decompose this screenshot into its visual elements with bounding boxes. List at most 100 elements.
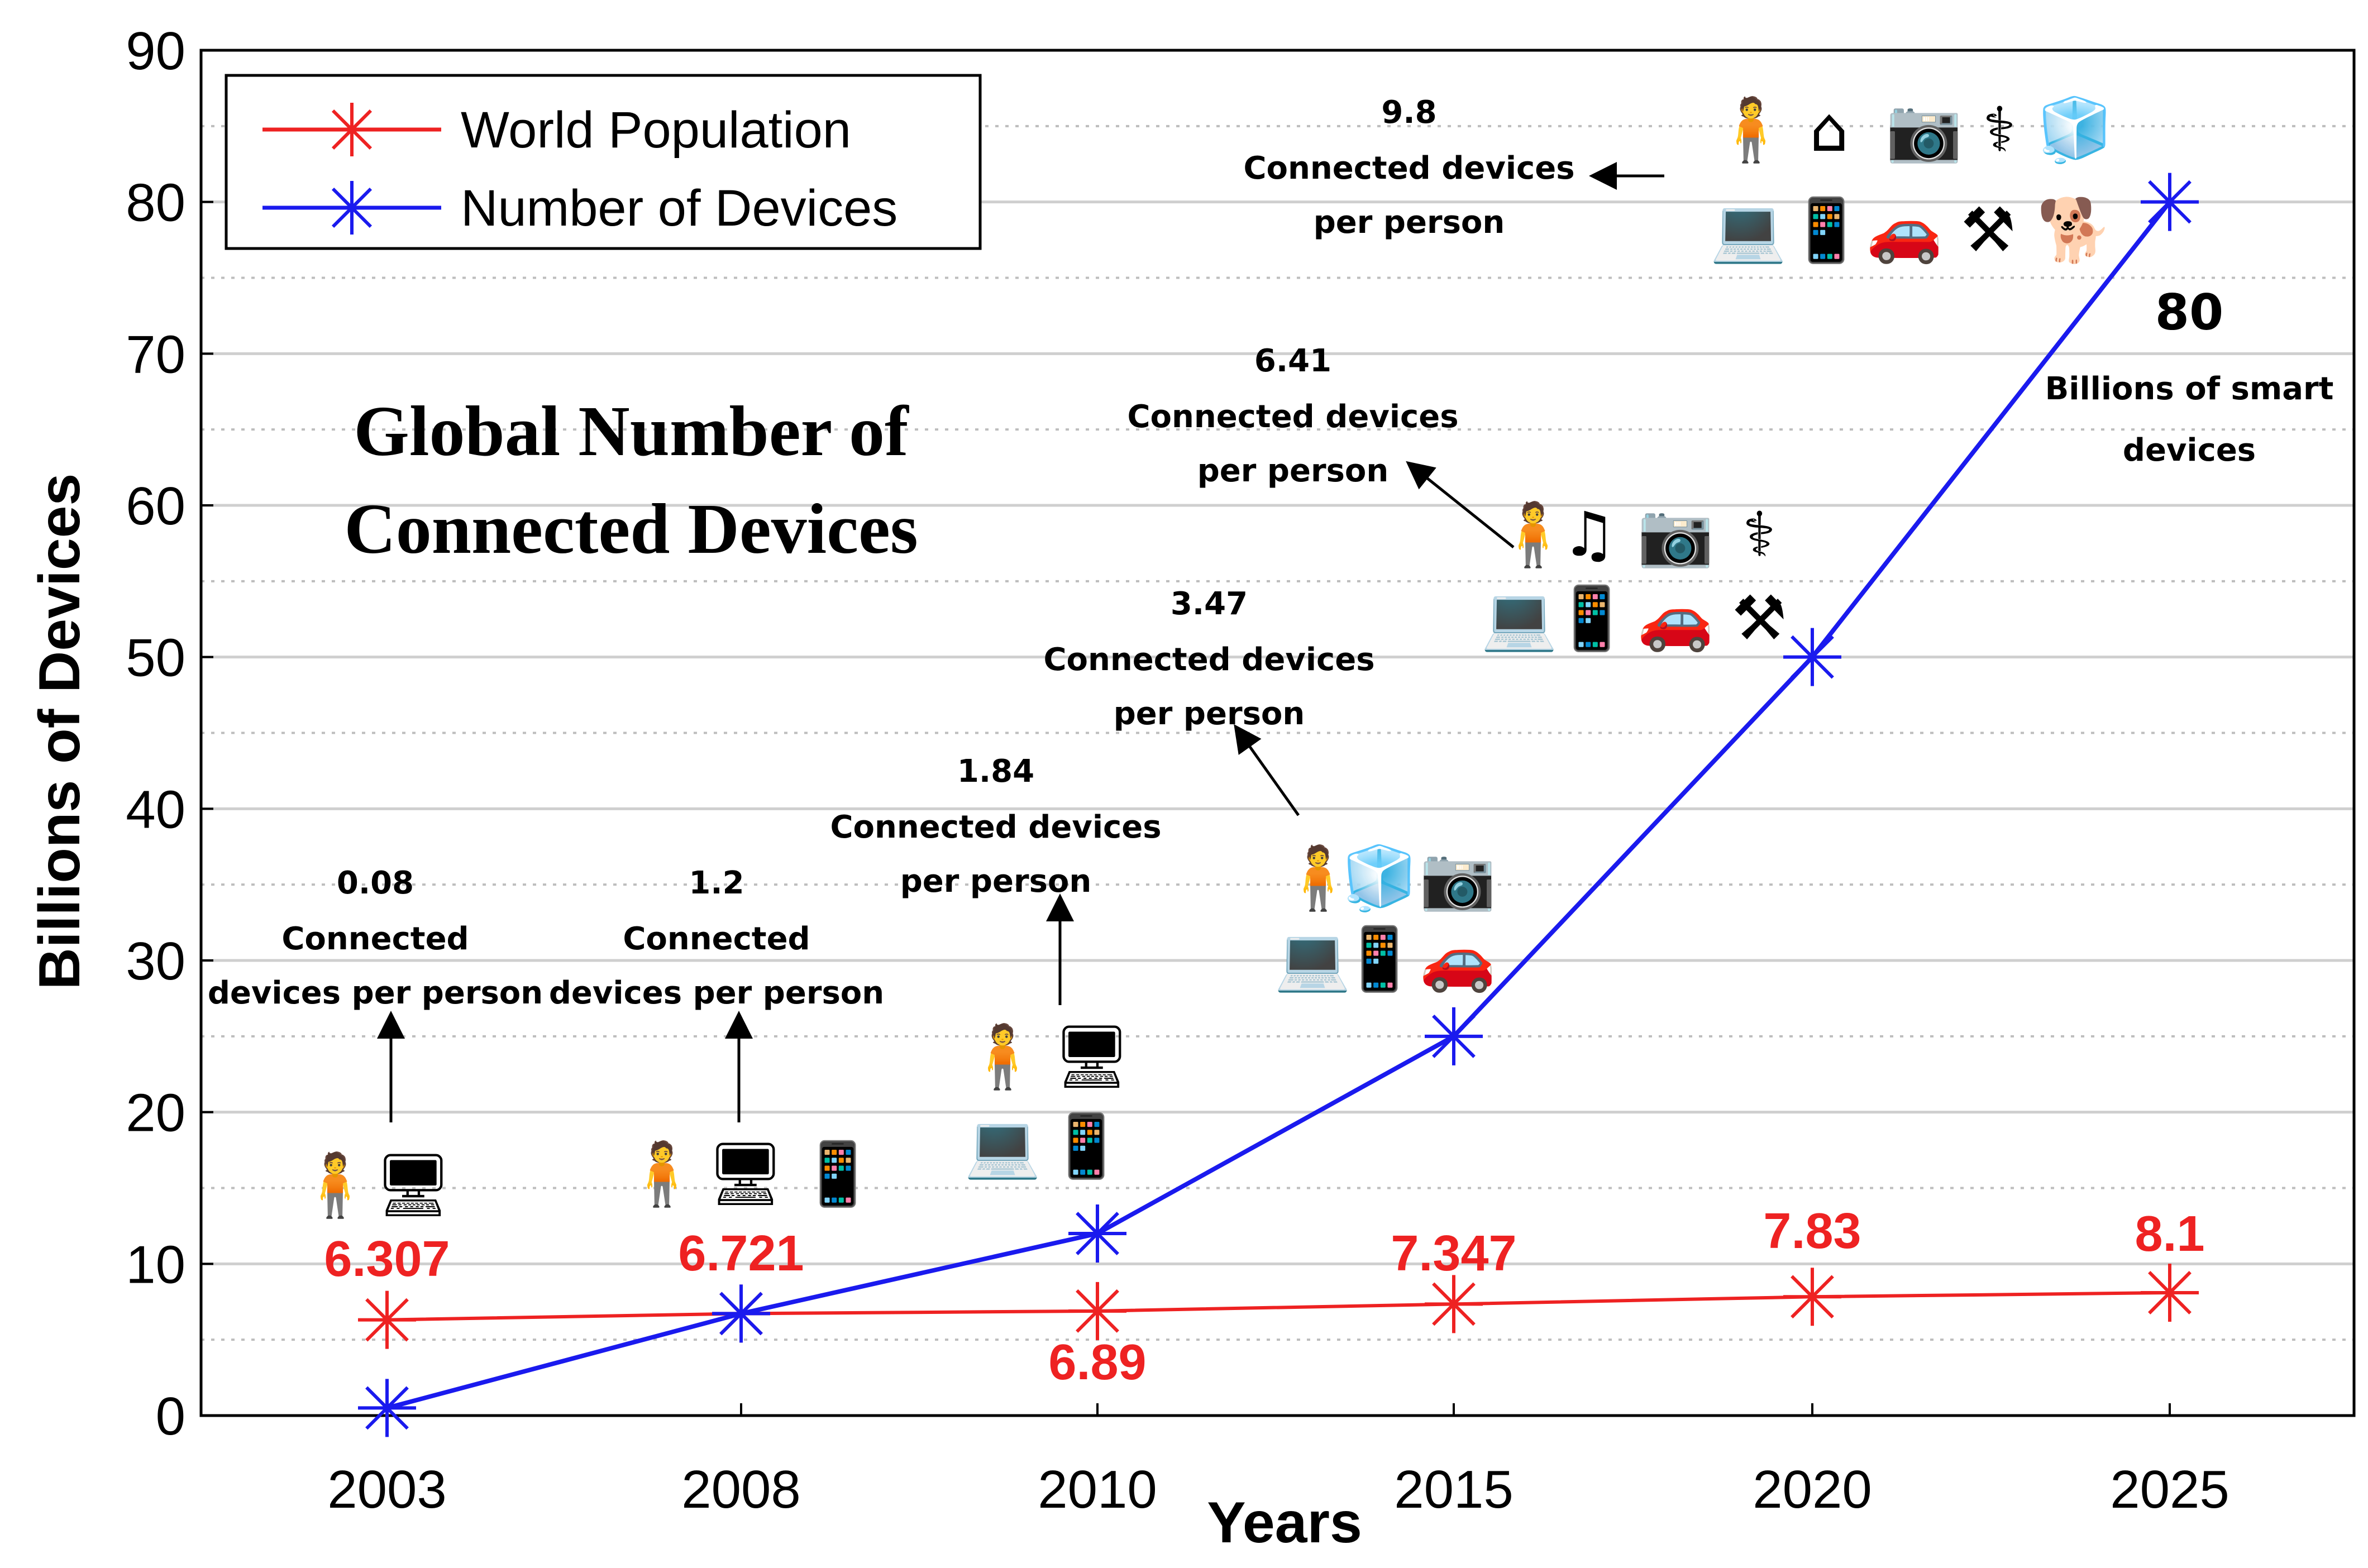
person-icon: 🧍 bbox=[1495, 499, 1572, 570]
series-number-of-devices bbox=[358, 173, 2199, 1437]
annotation-line-2: per person bbox=[1197, 453, 1389, 489]
person-icon: 🧍 bbox=[965, 1021, 1041, 1092]
annotation-line-2: per person bbox=[1314, 204, 1505, 241]
marker-stroke bbox=[331, 187, 373, 228]
camera-icon: 📷 bbox=[1637, 499, 1714, 570]
axes: 0 10 20 30 40 50 60 70 80 90 2003 2008 2010 2015 2020 2… bbox=[126, 21, 2229, 1519]
y-tick-label: 70 bbox=[126, 324, 185, 384]
x-tick-label: 2008 bbox=[681, 1460, 801, 1519]
annotation-value: 3.47 bbox=[1171, 586, 1248, 622]
data-point bbox=[1425, 1275, 1483, 1333]
annotation-value: 6.41 bbox=[1254, 343, 1331, 379]
annotation-value: 9.8 bbox=[1381, 94, 1436, 131]
data-point bbox=[1783, 1268, 1841, 1326]
x-axis-label: Years bbox=[1207, 1490, 1362, 1555]
annotation-line-1: Connected devices bbox=[1043, 642, 1374, 678]
annotation-line-1: Connected bbox=[281, 921, 469, 957]
chart-title-line-1: Global Number of bbox=[354, 391, 909, 471]
population-label: 7.83 bbox=[1763, 1203, 1861, 1259]
mobile-phone-icon: 📱 bbox=[1554, 582, 1630, 654]
marker-stroke bbox=[719, 1292, 763, 1336]
population-value-labels: 6.307 6.721 6.89 7.347 7.83 8.1 bbox=[324, 1203, 2204, 1390]
per-person-annotations: 0.08 Connected devices per person 1.2 Connec… bbox=[208, 94, 2334, 1122]
person-icon: 🧍 bbox=[1280, 842, 1357, 914]
desktop-computer-icon: 🖥 bbox=[374, 1149, 452, 1221]
car-icon: 🚗 bbox=[1637, 582, 1714, 654]
y-tick-label: 40 bbox=[126, 780, 185, 839]
legend-marker bbox=[325, 181, 379, 235]
annotation-2003: 0.08 Connected devices per person bbox=[208, 865, 543, 1122]
stethoscope-icon: ⚕ bbox=[1983, 94, 2016, 165]
marker-stroke bbox=[365, 1298, 409, 1342]
laptop-icon: 💻 bbox=[1481, 582, 1558, 654]
mobile-phone-icon: 📱 bbox=[1048, 1110, 1125, 1182]
final-callout-line-1: Billions of smart bbox=[2045, 371, 2334, 407]
y-tick-label: 90 bbox=[126, 21, 185, 81]
house-icon: ⌂ bbox=[1810, 94, 1849, 165]
annotation-arrow bbox=[1406, 461, 1515, 548]
marker-stroke bbox=[2148, 180, 2192, 224]
tools-icon: ⚒ bbox=[1961, 194, 2016, 266]
music-note-icon: ♫ bbox=[1562, 499, 1617, 570]
camera-icon: 📷 bbox=[1420, 842, 1496, 914]
annotation-line-2: per person bbox=[900, 863, 1092, 900]
data-point bbox=[2141, 173, 2199, 231]
tools-icon: ⚒ bbox=[1732, 582, 1787, 654]
data-point bbox=[358, 1290, 416, 1349]
annotation-line-1: Connected devices bbox=[830, 809, 1161, 845]
data-point bbox=[712, 1284, 770, 1343]
x-tick-label: 2010 bbox=[1038, 1460, 1157, 1519]
y-tick-label: 0 bbox=[156, 1387, 185, 1446]
population-label: 6.89 bbox=[1048, 1335, 1146, 1390]
x-tick-label: 2003 bbox=[327, 1460, 447, 1519]
mobile-phone-icon: 📱 bbox=[1788, 194, 1865, 266]
marker-stroke bbox=[1791, 1275, 1834, 1319]
desktop-computer-icon: 🖥 bbox=[1053, 1021, 1131, 1092]
annotation-2025: 9.8 Connected devices per person bbox=[1243, 94, 1664, 241]
data-point bbox=[1783, 628, 1841, 686]
marker-stroke bbox=[1432, 1014, 1476, 1058]
annotation-line-1: Connected devices bbox=[1127, 399, 1458, 435]
laptop-icon: 💻 bbox=[965, 1110, 1041, 1182]
annotation-line-2: per person bbox=[1114, 696, 1305, 732]
x-tick-label: 2020 bbox=[1753, 1460, 1872, 1519]
data-point bbox=[1425, 1007, 1483, 1065]
y-tick-label: 20 bbox=[126, 1083, 185, 1143]
marker-stroke bbox=[1432, 1282, 1476, 1326]
chart-title-line-2: Connected Devices bbox=[344, 489, 918, 568]
annotation-line-2: devices per person bbox=[208, 975, 543, 1011]
mobile-phone-icon: 📱 bbox=[1341, 923, 1418, 995]
series bbox=[358, 173, 2199, 1437]
legend-label: Number of Devices bbox=[461, 180, 897, 237]
laptop-icon: 💻 bbox=[1274, 923, 1351, 995]
final-callout-line-2: devices bbox=[2123, 432, 2256, 469]
fridge-icon: 🧊 bbox=[2037, 94, 2113, 166]
final-callout-value: 80 bbox=[2155, 284, 2223, 341]
y-tick-label: 50 bbox=[126, 628, 185, 688]
annotation-line-1: Connected devices bbox=[1243, 150, 1574, 187]
plot-frame bbox=[199, 49, 2356, 1417]
annotation-line-2: devices per person bbox=[549, 975, 884, 1011]
marker-stroke bbox=[1076, 1212, 1119, 1255]
x-tick-label: 2015 bbox=[1394, 1460, 1514, 1519]
population-label: 6.307 bbox=[324, 1231, 450, 1287]
person-icon: 🧍 bbox=[297, 1149, 374, 1221]
camera-icon: 📷 bbox=[1886, 94, 1963, 165]
dog-icon: 🐕 bbox=[2037, 194, 2113, 266]
y-tick-label: 60 bbox=[126, 476, 185, 536]
annotation-value: 1.84 bbox=[957, 753, 1034, 790]
data-point bbox=[1068, 1204, 1126, 1263]
mobile-phone-icon: 📱 bbox=[800, 1138, 876, 1210]
data-point bbox=[358, 1379, 416, 1437]
car-icon: 🚗 bbox=[1420, 923, 1496, 995]
data-point bbox=[1068, 1282, 1126, 1340]
legend-label: World Population bbox=[461, 102, 851, 159]
x-tick-label: 2025 bbox=[2110, 1460, 2229, 1519]
fridge-icon: 🧊 bbox=[1341, 842, 1418, 915]
series-line bbox=[386, 200, 2172, 1411]
person-icon: 🧍 bbox=[624, 1138, 700, 1210]
person-icon: 🧍 bbox=[1713, 94, 1789, 165]
legend-marker bbox=[325, 103, 379, 156]
marker-stroke bbox=[1076, 1289, 1119, 1333]
